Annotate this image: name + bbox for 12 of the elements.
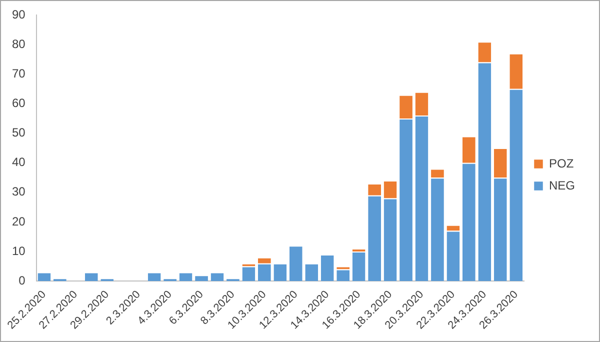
y-tick-label: 0	[18, 273, 26, 288]
legend-label: POZ	[548, 156, 574, 170]
y-tick-label: 30	[12, 184, 26, 199]
y-tick-label: 40	[12, 155, 26, 170]
legend-label: NEG	[548, 178, 576, 192]
y-tick-label: 70	[12, 66, 26, 80]
y-tick-label: 80	[12, 36, 26, 51]
y-tick-label: 50	[12, 126, 26, 140]
y-tick-label: 60	[12, 96, 26, 110]
y-tick-label: 10	[12, 244, 26, 258]
y-tick-label: 90	[12, 7, 26, 22]
y-tick-label: 20	[12, 214, 26, 228]
